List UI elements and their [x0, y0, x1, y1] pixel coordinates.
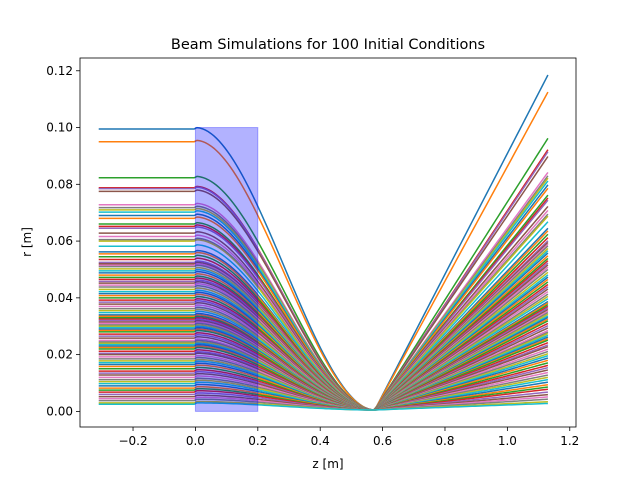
x-tick-label: 0.0 — [186, 434, 205, 448]
y-tick-label: 0.08 — [46, 177, 73, 191]
beam-line — [98, 156, 549, 411]
y-tick-label: 0.10 — [46, 121, 73, 135]
x-tick-label: 0.8 — [435, 434, 454, 448]
x-axis-ticks: −0.2 0.0 0.2 0.4 0.6 0.8 1.0 1.2 — [118, 427, 579, 448]
x-tick-label: 0.6 — [373, 434, 392, 448]
x-tick-label: 0.2 — [248, 434, 267, 448]
x-tick-label: −0.2 — [118, 434, 147, 448]
lens-region — [194, 127, 259, 412]
x-tick-label: 1.0 — [498, 434, 517, 448]
beam-line — [98, 221, 549, 411]
chart-title: Beam Simulations for 100 Initial Conditi… — [171, 37, 485, 53]
plot-frame — [79, 57, 577, 428]
y-axis-ticks: 0.00 0.02 0.04 0.06 0.08 0.10 0.12 — [46, 64, 80, 418]
x-axis-label: z [m] — [312, 457, 343, 471]
beam-line — [98, 402, 548, 411]
y-tick-label: 0.02 — [46, 348, 73, 362]
y-axis-label: r [m] — [20, 227, 34, 257]
y-tick-label: 0.04 — [46, 291, 73, 305]
beam-line — [98, 91, 549, 411]
y-tick-label: 0.06 — [46, 234, 73, 248]
beam-lines — [98, 74, 549, 411]
beam-line — [98, 74, 549, 411]
y-tick-label: 0.00 — [46, 404, 73, 418]
beam-line — [98, 137, 549, 411]
y-tick-label: 0.12 — [46, 64, 73, 78]
x-tick-label: 0.4 — [311, 434, 330, 448]
x-tick-label: 1.2 — [560, 434, 579, 448]
